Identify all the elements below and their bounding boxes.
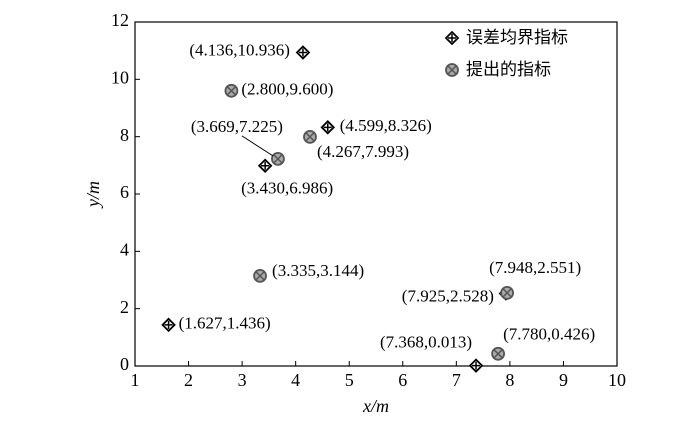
x-tick-label: 4 bbox=[291, 370, 300, 390]
point bbox=[303, 129, 317, 144]
legend-label: 误差均界指标 bbox=[466, 28, 568, 48]
x-tick-label: 3 bbox=[238, 370, 247, 390]
marker-cross bbox=[255, 270, 266, 281]
point bbox=[253, 268, 267, 283]
x-tick-label: 6 bbox=[398, 370, 407, 390]
data-label: (4.599,8.326) bbox=[340, 116, 432, 135]
data-label: (1.627,1.436) bbox=[179, 314, 271, 333]
data-label: (7.780,0.426) bbox=[503, 325, 595, 344]
data-label: (7.368,0.013) bbox=[380, 333, 472, 352]
y-tick-label: 4 bbox=[120, 239, 129, 259]
x-tick-label: 10 bbox=[608, 370, 626, 390]
point bbox=[295, 45, 311, 60]
point bbox=[271, 151, 285, 166]
x-tick-label: 5 bbox=[345, 370, 354, 390]
marker-cross bbox=[298, 48, 307, 57]
marker-cross bbox=[472, 361, 481, 370]
point bbox=[161, 317, 176, 333]
data-label: (7.948,2.551) bbox=[489, 258, 581, 277]
legend-label: 提出的指标 bbox=[466, 60, 551, 80]
marker-cross bbox=[272, 153, 283, 164]
point bbox=[320, 120, 336, 135]
data-label: (4.136,10.936) bbox=[189, 40, 290, 59]
x-tick-label: 9 bbox=[559, 370, 568, 390]
y-tick-label: 2 bbox=[120, 297, 129, 317]
point bbox=[257, 158, 273, 174]
y-tick-label: 10 bbox=[111, 67, 129, 87]
point bbox=[224, 83, 239, 98]
marker-cross bbox=[493, 348, 504, 359]
x-tick-label: 2 bbox=[184, 370, 193, 390]
data-label: (3.335,3.144) bbox=[272, 261, 364, 280]
x-tick-label: 8 bbox=[505, 370, 514, 390]
legend-item: 提出的指标 bbox=[445, 60, 551, 80]
marker-cross bbox=[164, 320, 173, 329]
y-tick-label: 6 bbox=[120, 182, 129, 202]
data-label: (3.669,7.225) bbox=[191, 117, 283, 136]
data-label: (2.800,9.600) bbox=[241, 80, 333, 99]
marker-cross bbox=[304, 131, 315, 142]
point bbox=[500, 285, 515, 300]
x-tick-label: 1 bbox=[131, 370, 140, 390]
leader-line bbox=[241, 135, 274, 157]
point bbox=[468, 358, 484, 373]
data-label: (3.430,6.986) bbox=[241, 179, 333, 198]
y-axis-label: y/m bbox=[83, 181, 103, 209]
x-tick-label: 7 bbox=[452, 370, 461, 390]
y-tick-label: 12 bbox=[111, 10, 129, 30]
legend-item: 误差均界指标 bbox=[444, 28, 568, 48]
marker-cross bbox=[226, 85, 237, 96]
data-label: (4.267,7.993) bbox=[317, 142, 409, 161]
y-tick-label: 8 bbox=[120, 125, 129, 145]
marker-cross bbox=[448, 34, 456, 42]
marker-cross bbox=[502, 287, 513, 298]
marker-cross bbox=[261, 161, 270, 170]
data-label: (7.925,2.528) bbox=[402, 286, 494, 305]
marker-cross bbox=[446, 64, 458, 76]
x-axis-label: x/m bbox=[362, 396, 389, 416]
point bbox=[491, 346, 506, 361]
y-tick-label: 0 bbox=[120, 354, 129, 374]
marker-cross bbox=[323, 123, 332, 132]
